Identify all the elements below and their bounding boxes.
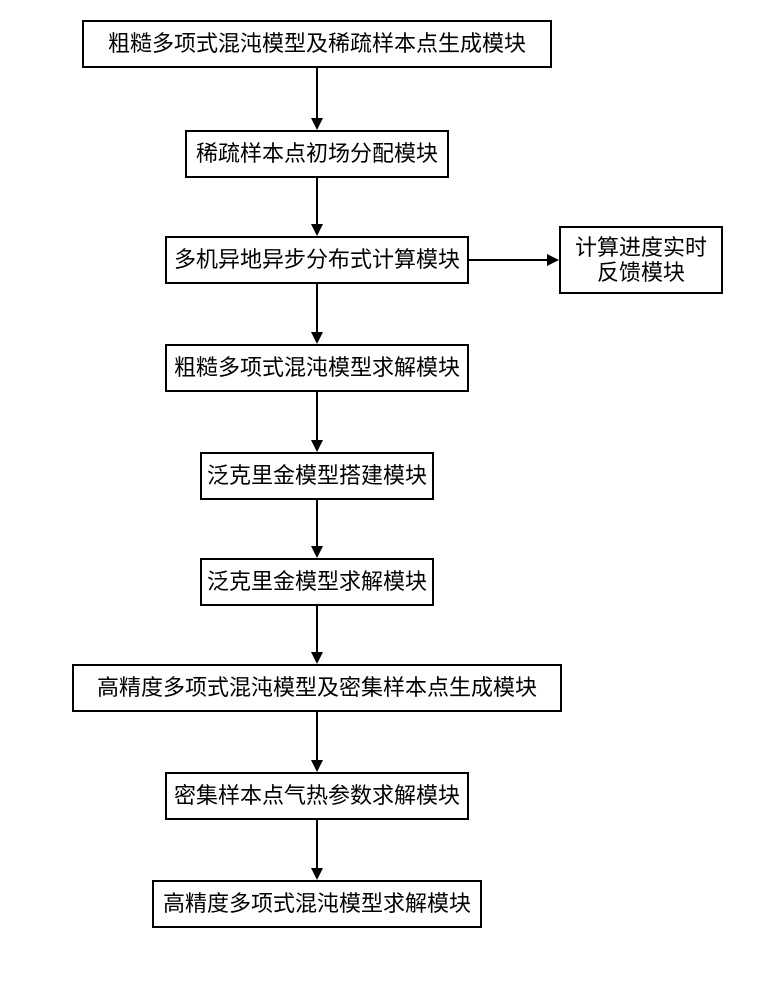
node-label: 密集样本点气热参数求解模块 — [174, 783, 460, 808]
node-label: 泛克里金模型搭建模块 — [207, 463, 427, 488]
flowchart-node-n5: 泛克里金模型搭建模块 — [200, 452, 434, 500]
arrow-head — [311, 118, 323, 130]
arrow-head — [311, 332, 323, 344]
arrow-head — [311, 224, 323, 236]
node-label: 粗糙多项式混沌模型及稀疏样本点生成模块 — [108, 31, 526, 56]
arrow-line — [316, 284, 318, 332]
arrow-head — [311, 652, 323, 664]
node-label: 高精度多项式混沌模型求解模块 — [163, 891, 471, 916]
arrow-head — [311, 868, 323, 880]
node-label: 高精度多项式混沌模型及密集样本点生成模块 — [97, 675, 537, 700]
arrow-line — [316, 820, 318, 868]
arrow-head — [311, 440, 323, 452]
flowchart-node-n7: 高精度多项式混沌模型及密集样本点生成模块 — [72, 664, 562, 712]
arrow-head — [311, 760, 323, 772]
arrow-line — [316, 500, 318, 546]
flowchart-canvas: 粗糙多项式混沌模型及稀疏样本点生成模块稀疏样本点初场分配模块多机异地异步分布式计… — [0, 0, 777, 1000]
arrow-line — [316, 712, 318, 760]
flowchart-node-n3: 多机异地异步分布式计算模块 — [165, 236, 469, 284]
node-label: 稀疏样本点初场分配模块 — [196, 141, 438, 166]
arrow-line — [316, 392, 318, 440]
node-label: 多机异地异步分布式计算模块 — [174, 247, 460, 272]
arrow-line — [316, 606, 318, 652]
flowchart-node-n2: 稀疏样本点初场分配模块 — [185, 130, 449, 178]
flowchart-node-n3b: 计算进度实时 反馈模块 — [559, 226, 723, 294]
flowchart-node-n9: 高精度多项式混沌模型求解模块 — [152, 880, 482, 928]
flowchart-node-n6: 泛克里金模型求解模块 — [200, 558, 434, 606]
node-label: 粗糙多项式混沌模型求解模块 — [174, 355, 460, 380]
arrow-head — [547, 254, 559, 266]
node-label: 泛克里金模型求解模块 — [207, 569, 427, 594]
arrow-head — [311, 546, 323, 558]
arrow-line — [316, 178, 318, 224]
arrow-line — [316, 68, 318, 118]
flowchart-node-n8: 密集样本点气热参数求解模块 — [165, 772, 469, 820]
flowchart-node-n1: 粗糙多项式混沌模型及稀疏样本点生成模块 — [82, 20, 552, 68]
arrow-line — [469, 259, 547, 261]
flowchart-node-n4: 粗糙多项式混沌模型求解模块 — [165, 344, 469, 392]
node-label: 计算进度实时 反馈模块 — [575, 235, 707, 286]
